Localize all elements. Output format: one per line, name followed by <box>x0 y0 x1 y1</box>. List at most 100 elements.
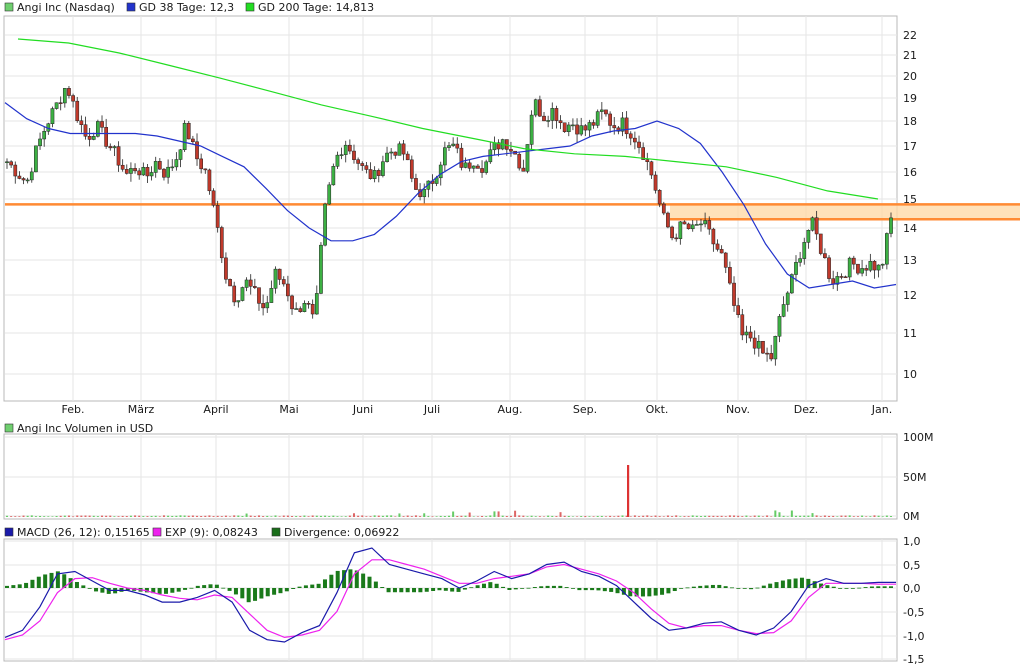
price-tick-label: 20 <box>903 70 917 83</box>
divergence-bar <box>602 588 607 592</box>
volume-bar <box>125 516 128 517</box>
candle-body <box>298 308 303 312</box>
volume-bar <box>633 515 636 517</box>
candle-body <box>814 217 819 235</box>
candle-body <box>823 253 827 259</box>
candle-body <box>769 353 774 360</box>
candle-body <box>141 167 146 176</box>
volume-bar <box>832 515 835 517</box>
volume-bar <box>861 515 864 517</box>
volume-bar <box>319 515 322 517</box>
divergence-bar <box>710 584 715 588</box>
candle-body <box>818 233 823 254</box>
candle-body <box>802 242 807 259</box>
volume-bar <box>695 515 698 517</box>
divergence-bar <box>583 588 588 591</box>
divergence-bar <box>768 583 773 588</box>
volume-bar <box>369 516 372 517</box>
candle-body <box>880 263 885 266</box>
volume-bar <box>34 516 37 517</box>
price-tick-label: 21 <box>903 49 917 62</box>
volume-bar <box>295 516 298 517</box>
month-tick-label: Nov. <box>726 403 750 416</box>
volume-bar <box>88 515 91 517</box>
volume-bar <box>547 515 550 517</box>
volume-bar <box>129 515 132 517</box>
volume-bar <box>592 516 595 517</box>
volume-bar <box>233 515 236 517</box>
volume-bar <box>435 516 438 517</box>
volume-bar <box>443 515 446 517</box>
volume-bar <box>675 515 678 517</box>
divergence-bar <box>742 588 747 589</box>
candle-body <box>116 146 121 166</box>
month-x-ticks: Feb. März April Mai Juni Juli Aug. Sep. Okt. Nov.… <box>62 403 893 416</box>
volume-spike-bar <box>627 465 630 517</box>
volume-bar <box>423 513 426 517</box>
volume-bar <box>481 515 484 517</box>
divergence-bar <box>456 588 461 592</box>
volume-bar <box>790 510 793 517</box>
legend-label: Angi Inc Volumen in USD <box>17 422 153 435</box>
volume-bar <box>794 515 797 517</box>
volume-bar <box>373 515 376 517</box>
divergence-bar <box>825 585 830 588</box>
volume-bar <box>625 515 628 517</box>
volume-bar <box>873 515 876 517</box>
divergence-bar <box>202 585 207 588</box>
candle-body <box>21 178 26 181</box>
candle-body <box>62 88 67 104</box>
month-tick-label: Sep. <box>573 403 597 416</box>
volume-bar <box>30 515 33 517</box>
volume-bar <box>328 516 331 517</box>
volume-bar <box>650 516 653 517</box>
candle-body <box>29 171 34 181</box>
volume-bar <box>22 515 25 517</box>
divergence-bar <box>660 588 665 595</box>
volume-bar <box>518 515 521 517</box>
legend-swatch <box>4 2 14 12</box>
volume-bar <box>162 515 165 517</box>
candle-body <box>319 244 323 294</box>
volume-bar <box>890 516 892 517</box>
divergence-bar <box>367 576 372 588</box>
candle-body <box>215 205 220 228</box>
volume-bar <box>204 515 207 517</box>
price-tick-label: 12 <box>903 289 917 302</box>
divergence-bar <box>634 588 639 597</box>
divergence-bar <box>621 588 626 595</box>
divergence-bar <box>342 570 347 588</box>
volume-bar <box>63 515 66 517</box>
price-tick-label: 14 <box>903 222 917 235</box>
volume-bar <box>439 515 442 517</box>
candle-body <box>166 166 170 178</box>
volume-bar <box>220 516 223 517</box>
candle-body <box>579 125 584 135</box>
divergence-bar <box>571 588 576 589</box>
price-tick-label: 13 <box>903 254 917 267</box>
legend-swatch <box>152 527 162 537</box>
candle-body <box>422 189 427 198</box>
volume-bar <box>200 515 203 517</box>
candle-body <box>670 226 674 239</box>
macd-lines <box>4 547 896 643</box>
divergence-bar <box>532 587 537 588</box>
divergence-bar <box>335 570 340 588</box>
candle-body <box>661 203 666 214</box>
divergence-bar <box>443 588 448 591</box>
divergence-bar <box>755 587 760 589</box>
divergence-bar <box>685 587 690 589</box>
candle-body <box>112 146 117 149</box>
candle-body <box>686 223 691 230</box>
divergence-bar <box>869 586 874 588</box>
volume-bar <box>303 515 306 517</box>
macd-legend: MACD (26, 12): 0,15165 EXP (9): 0,08243 Di… <box>4 526 399 539</box>
candle-body <box>715 243 720 250</box>
panel-frames <box>3 15 898 662</box>
candle-body <box>459 147 464 168</box>
candle-body <box>546 120 550 122</box>
volume-bar <box>146 516 149 517</box>
volume-bar <box>427 516 430 517</box>
candle-body <box>174 159 179 168</box>
